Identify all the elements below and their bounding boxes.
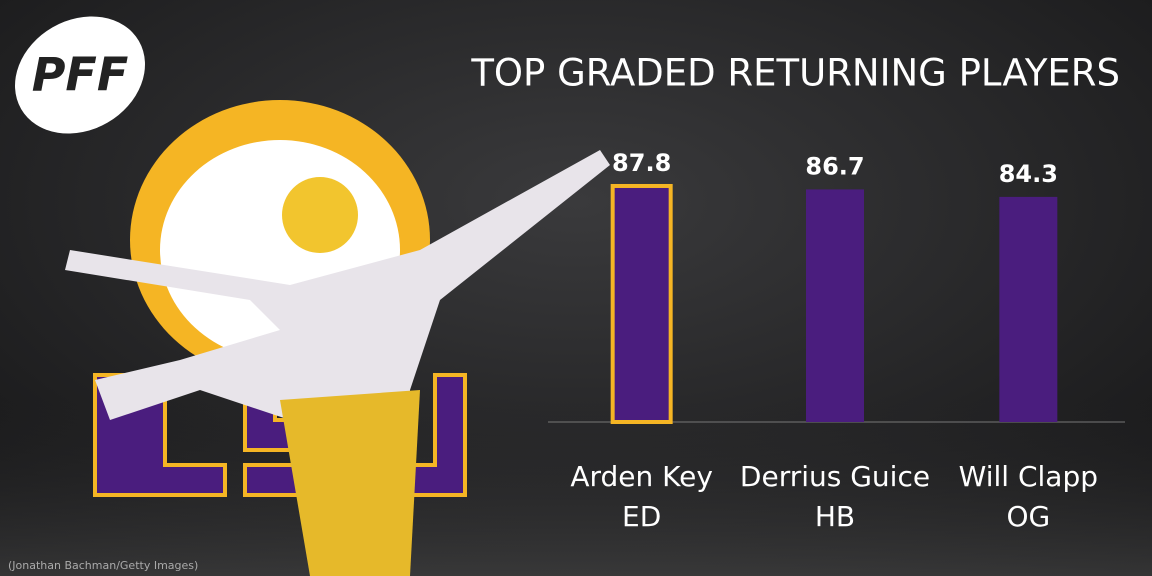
chart-title: TOP GRADED RETURNING PLAYERS bbox=[470, 52, 1120, 95]
logo-ball bbox=[15, 16, 145, 134]
position-label: ED bbox=[622, 500, 661, 533]
logo-text: PFF bbox=[32, 48, 129, 102]
value-label: 84.3 bbox=[999, 160, 1058, 188]
bar bbox=[999, 196, 1058, 422]
photo-credit: (Jonathan Bachman/Getty Images) bbox=[8, 559, 198, 572]
position-label: HB bbox=[815, 500, 855, 533]
x-tick-label: Will Clapp bbox=[959, 460, 1098, 493]
value-label: 86.7 bbox=[805, 152, 864, 180]
player-photo bbox=[65, 150, 610, 576]
bar bbox=[806, 189, 864, 422]
bar bbox=[610, 183, 673, 424]
x-tick-label: Derrius Guice bbox=[740, 460, 930, 493]
x-tick-label: Arden Key bbox=[570, 460, 713, 493]
position-label: OG bbox=[1006, 500, 1050, 533]
value-label: 87.8 bbox=[612, 149, 671, 177]
